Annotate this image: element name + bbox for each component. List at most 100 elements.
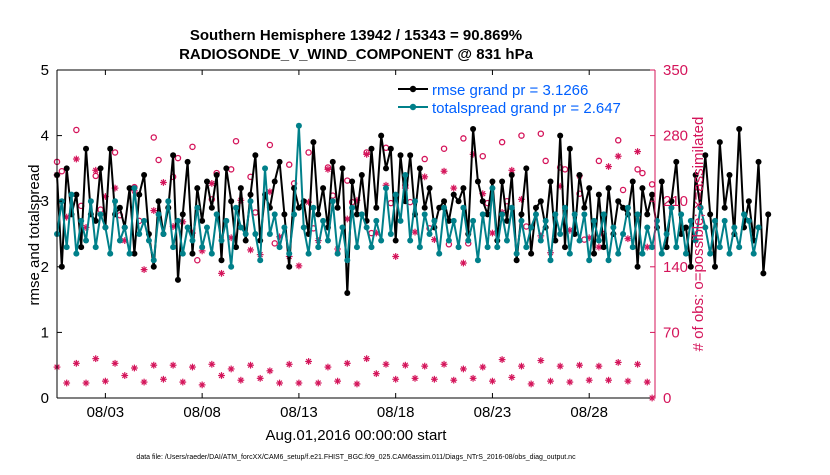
assimilated-obs-marker <box>334 377 342 385</box>
assimilated-obs-marker <box>208 179 216 187</box>
spread-point <box>755 224 762 231</box>
assimilated-obs-marker <box>169 361 177 369</box>
marker-stroke <box>567 379 573 385</box>
spread-point <box>595 237 602 244</box>
y-left-tick-label: 1 <box>41 324 49 341</box>
spread-point <box>252 231 259 237</box>
spread-point <box>702 224 709 231</box>
x-tick-label: 08/13 <box>280 404 318 421</box>
rmse-point <box>726 171 733 178</box>
x-axis-label: Aug.01,2016 00:00:00 start <box>266 427 448 444</box>
spread-point <box>600 211 607 218</box>
assimilated-obs-marker <box>460 365 467 373</box>
rmse-point <box>252 152 259 159</box>
rmse-point <box>513 257 520 264</box>
assimilated-obs-marker <box>72 359 80 367</box>
marker-stroke <box>615 153 622 160</box>
rmse-point <box>562 244 569 251</box>
marker-stroke <box>92 355 99 362</box>
assimilated-obs-marker <box>101 377 109 385</box>
spread-point <box>382 185 389 192</box>
spread-point <box>707 250 714 257</box>
assimilated-obs-marker <box>208 360 216 368</box>
spread-point <box>83 237 90 244</box>
marker-stroke <box>625 235 631 242</box>
marker-stroke <box>479 364 486 370</box>
spread-point <box>218 237 225 244</box>
rmse-point <box>499 178 506 185</box>
spread-point <box>726 250 733 257</box>
spread-point <box>441 204 448 211</box>
spread-point <box>668 204 675 211</box>
assimilated-obs-marker <box>421 173 429 181</box>
rmse-point <box>760 270 767 277</box>
spread-point <box>112 198 119 205</box>
marker-stroke <box>441 168 447 175</box>
rmse-point <box>213 171 220 178</box>
marker-stroke <box>508 167 515 174</box>
marker-stroke <box>450 377 457 383</box>
assimilated-obs-marker <box>643 378 651 386</box>
rmse-point <box>421 204 428 211</box>
y-right-tick-label: 70 <box>663 324 680 341</box>
rmse-point <box>629 178 636 185</box>
rmse-point <box>479 198 486 205</box>
rmse-point <box>644 211 651 218</box>
rmse-point <box>586 185 593 192</box>
spread-point <box>233 204 240 211</box>
rmse-point <box>170 152 177 159</box>
possible-obs-marker <box>421 155 428 163</box>
spread-point <box>586 257 593 264</box>
rmse-point <box>392 237 399 244</box>
spread-point <box>247 198 254 205</box>
marker-stroke <box>73 360 80 367</box>
rmse-point <box>271 178 278 185</box>
spread-point <box>402 171 409 178</box>
marker-stroke <box>373 370 380 377</box>
possible-obs-marker <box>440 145 448 152</box>
assimilated-obs-marker <box>343 359 351 367</box>
rmse-point <box>295 204 302 211</box>
spread-point <box>615 250 622 257</box>
rmse-point <box>141 171 148 178</box>
spread-point <box>73 250 80 257</box>
assimilated-obs-marker <box>295 262 303 270</box>
assimilated-obs-marker <box>256 374 264 382</box>
rmse-point <box>228 198 235 205</box>
spread-point <box>503 237 510 244</box>
spread-point <box>562 204 569 211</box>
spread-point <box>571 211 578 218</box>
rmse-point <box>73 191 80 198</box>
assimilated-obs-marker <box>237 376 245 384</box>
rmse-point <box>537 198 544 205</box>
assimilated-obs-marker <box>276 379 283 387</box>
spread-point <box>353 244 360 251</box>
spread-point <box>513 250 520 257</box>
rmse-point <box>658 178 665 185</box>
assimilated-obs-marker <box>489 377 496 385</box>
rmse-point <box>334 204 341 211</box>
assimilated-obs-marker <box>314 379 322 387</box>
rmse-point <box>721 204 728 211</box>
assimilated-obs-marker <box>72 155 80 163</box>
spread-point <box>436 250 443 257</box>
marker-stroke <box>247 247 254 253</box>
spread-point <box>392 191 399 198</box>
spread-point <box>68 191 75 198</box>
spread-point <box>673 244 680 251</box>
spread-point <box>697 204 704 211</box>
legend-rmse-marker <box>409 85 417 93</box>
spread-point <box>731 224 738 231</box>
marker-stroke <box>267 368 273 374</box>
marker-stroke <box>354 381 360 387</box>
x-tick-label: 08/18 <box>377 404 415 421</box>
spread-point <box>450 217 457 224</box>
marker-stroke <box>489 230 496 236</box>
spread-point <box>194 204 201 211</box>
marker-stroke <box>605 377 612 383</box>
spread-point <box>141 217 148 224</box>
marker-stroke <box>247 362 254 369</box>
marker-stroke <box>334 378 341 384</box>
spread-point <box>208 250 215 257</box>
rmse-point <box>247 191 254 198</box>
